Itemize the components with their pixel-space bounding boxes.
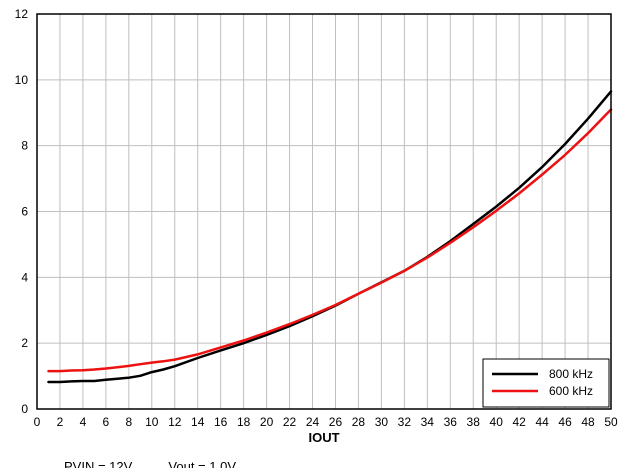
x-tick-label: 26 (329, 415, 343, 429)
x-tick-label: 12 (168, 415, 182, 429)
x-axis-title: IOUT (308, 430, 339, 445)
legend-label-800khz: 800 kHz (549, 367, 593, 381)
y-tick-label: 2 (21, 336, 28, 350)
x-tick-label: 0 (34, 415, 41, 429)
footnote: PVIN = 12V Vout = 1.0V (64, 459, 236, 468)
x-tick-label: 50 (604, 415, 618, 429)
x-tick-label: 16 (214, 415, 228, 429)
x-tick-label: 48 (581, 415, 595, 429)
x-tick-label: 40 (490, 415, 504, 429)
x-tick-label: 2 (57, 415, 64, 429)
x-tick-label: 22 (283, 415, 297, 429)
series-line-600-khz (47, 108, 613, 373)
x-tick-label: 24 (306, 415, 320, 429)
y-tick-label: 10 (15, 73, 29, 87)
series-lines (47, 90, 613, 384)
legend-label-600khz: 600 kHz (549, 384, 593, 398)
x-tick-label: 8 (125, 415, 132, 429)
x-tick-label: 32 (398, 415, 412, 429)
x-tick-label: 4 (80, 415, 87, 429)
y-tick-label: 4 (21, 270, 28, 284)
x-tick-label: 28 (352, 415, 366, 429)
x-tick-label: 18 (237, 415, 251, 429)
x-tick-label: 36 (444, 415, 458, 429)
grid (36, 13, 612, 410)
x-tick-labels: 0 2 4 6 8 10 12 14 16 18 20 22 24 26 28 30 32 34 36 38 40 42 4… (34, 415, 618, 429)
legend: 800 kHz 600 kHz (482, 358, 610, 408)
x-tick-label: 42 (512, 415, 526, 429)
x-tick-label: 44 (535, 415, 549, 429)
x-tick-label: 34 (421, 415, 435, 429)
y-tick-label: 8 (21, 139, 28, 153)
x-tick-label: 20 (260, 415, 274, 429)
y-tick-label: 12 (15, 7, 29, 21)
series-line-800-khz (47, 90, 613, 384)
y-tick-labels: 0 2 4 6 8 10 12 (15, 7, 29, 416)
legend-box (482, 358, 610, 408)
plot-frame (36, 13, 612, 410)
y-tick-label: 6 (21, 205, 28, 219)
x-tick-label: 38 (467, 415, 481, 429)
x-tick-label: 10 (145, 415, 159, 429)
y-tick-label: 0 (21, 402, 28, 416)
x-tick-label: 46 (558, 415, 572, 429)
x-tick-label: 14 (191, 415, 205, 429)
x-tick-label: 30 (375, 415, 389, 429)
x-tick-label: 6 (103, 415, 110, 429)
